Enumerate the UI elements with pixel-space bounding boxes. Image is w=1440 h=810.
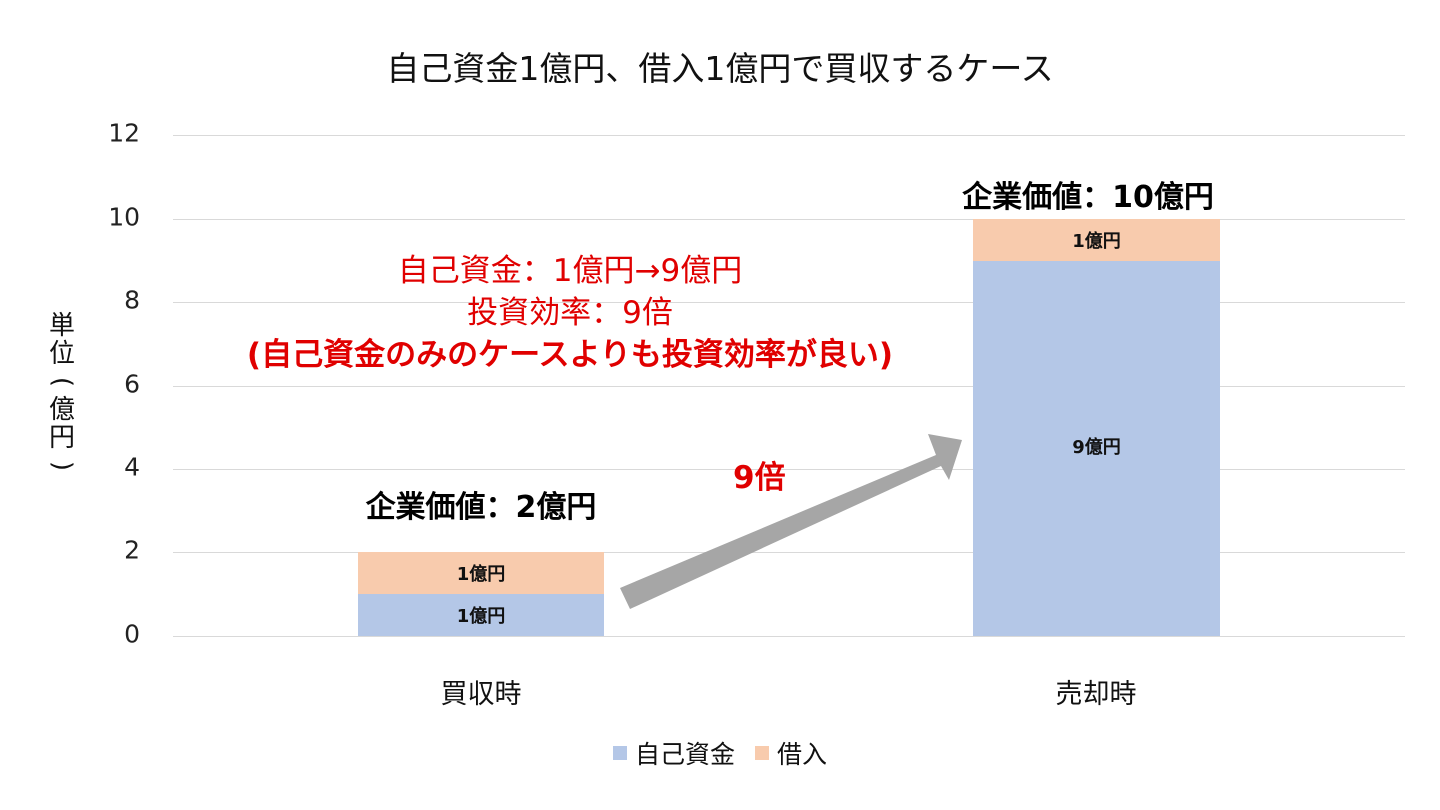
- legend-item-equity: 自己資金: [612, 735, 735, 771]
- gridline-4: [173, 469, 1405, 470]
- y-tick-6: 6: [124, 369, 140, 399]
- legend: 自己資金 借入: [0, 735, 1440, 771]
- y-tick-8: 8: [124, 285, 140, 315]
- segment-label: 1億円: [1072, 231, 1121, 252]
- y-axis-label-char: 億: [48, 395, 75, 425]
- annotation-line-3: (自己資金のみのケースよりも投資効率が良い): [246, 337, 894, 373]
- chart-title: 自己資金1億円、借入1億円で買収するケース: [386, 49, 1054, 88]
- total-label-acquisition: 企業価値：2億円: [365, 490, 597, 525]
- gridline-6: [173, 386, 1405, 387]
- arrow-label: 9倍: [733, 460, 786, 496]
- bar-segment-equity: 9億円: [973, 261, 1220, 636]
- bar-segment-equity: 1億円: [358, 594, 604, 636]
- legend-label: 借入: [777, 740, 828, 769]
- bar-sale: 1億円 9億円: [973, 219, 1220, 636]
- x-category-sale: 売却時: [1055, 679, 1137, 710]
- gridline-12: [173, 135, 1405, 136]
- segment-label: 9億円: [1072, 437, 1121, 458]
- gridline-2: [173, 552, 1405, 553]
- gridline-8: [173, 302, 1405, 303]
- y-axis-label-char: 単: [48, 311, 75, 341]
- gridline-10: [173, 219, 1405, 220]
- x-category-acquisition: 買収時: [440, 679, 522, 710]
- y-tick-2: 2: [124, 535, 140, 565]
- bar-acquisition: 1億円 1億円: [358, 552, 604, 636]
- y-tick-12: 12: [108, 118, 140, 148]
- legend-swatch-borrowing: [755, 746, 769, 760]
- total-label-sale: 企業価値：10億円: [962, 180, 1214, 215]
- y-tick-4: 4: [124, 452, 140, 482]
- y-tick-0: 0: [124, 619, 140, 649]
- legend-item-borrowing: 借入: [755, 735, 827, 771]
- y-tick-10: 10: [108, 202, 140, 232]
- legend-swatch-equity: [612, 746, 627, 760]
- y-axis-label-char: 位: [48, 339, 75, 369]
- y-axis-label-char: 円: [48, 423, 75, 453]
- bar-segment-borrowing: 1億円: [358, 552, 604, 594]
- segment-label: 1億円: [456, 564, 506, 585]
- legend-label: 自己資金: [634, 740, 735, 769]
- segment-label: 1億円: [456, 606, 506, 627]
- efficiency-annotation: 自己資金：1億円→9億円 投資効率：9倍 (自己資金のみのケースよりも投資効率が…: [247, 250, 893, 376]
- annotation-line-1: 自己資金：1億円→9億円: [397, 253, 743, 289]
- annotation-line-2: 投資効率：9倍: [467, 295, 673, 331]
- y-axis-label: 単 位 ( 億 円 ): [42, 312, 82, 480]
- x-axis-line: [173, 636, 1405, 637]
- bar-segment-borrowing: 1億円: [973, 219, 1220, 261]
